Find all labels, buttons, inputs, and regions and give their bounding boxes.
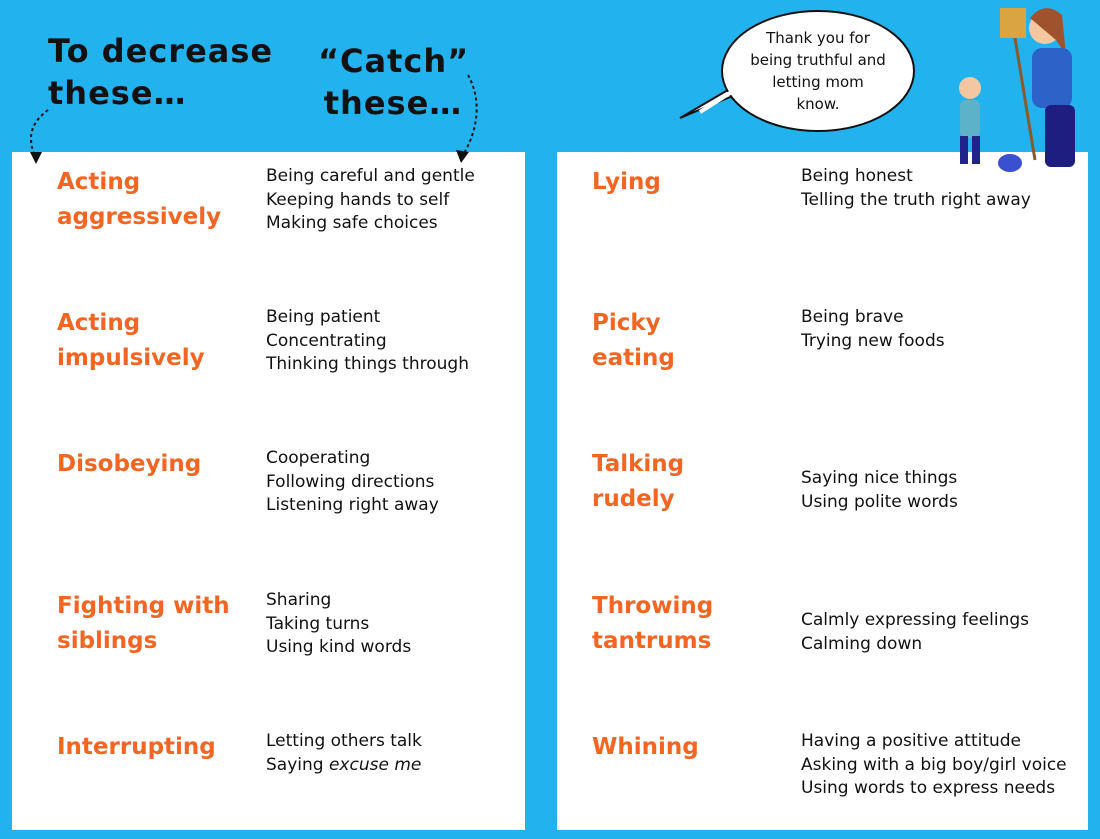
speech-text: Thank you for being truthful and letting m…: [735, 27, 901, 115]
bubble-join: [698, 84, 743, 114]
replacement: Concentrating: [266, 330, 387, 351]
text-line: these…: [48, 74, 187, 112]
replacement: Listening right away: [266, 495, 439, 515]
behavior: Interrupting: [57, 730, 216, 765]
left-panel: [12, 152, 525, 830]
arrow: [462, 74, 478, 156]
replacement: Calming down: [801, 633, 923, 654]
replacement: Having a positive attitude: [801, 731, 1022, 751]
behavior: Disobeying: [57, 447, 201, 482]
replacement: Following directions: [266, 471, 435, 492]
replacements: Calmly expressing feelings Calming down: [801, 609, 1029, 656]
broom-head: [1000, 8, 1026, 38]
behavior: Acting impulsively: [57, 306, 205, 376]
replacements: Sharing Taking turns Using kind words: [266, 589, 411, 660]
arrow-head: [456, 150, 469, 163]
replacement: Using polite words: [801, 491, 958, 512]
right-panel: [557, 152, 1088, 830]
replacements: Cooperating Following directions Listening…: [266, 447, 439, 518]
text-line: Disobeying: [57, 451, 202, 477]
text-line: Throwing: [592, 593, 714, 619]
text-line: Thank you for: [766, 29, 870, 47]
mom-hair: [1030, 8, 1066, 56]
replacement: Asking with a big boy/girl voice: [801, 754, 1067, 775]
behavior: Acting aggressively: [57, 165, 221, 235]
text-line: tantrums: [592, 628, 712, 654]
replacement: Using kind words: [266, 637, 412, 657]
replacement: Making safe choices: [266, 213, 438, 233]
replacement: Thinking things through: [266, 354, 469, 374]
replacement: Being patient: [266, 307, 381, 327]
replacements: Being patient Concentrating Thinking thing…: [266, 306, 469, 377]
text-line: Interrupting: [57, 734, 216, 760]
behavior: Talking rudely: [592, 447, 684, 517]
broom-handle: [1010, 19, 1037, 161]
text-line: being truthful and: [750, 51, 886, 69]
replacements: Saying nice things Using polite words: [801, 467, 958, 514]
text-line: Acting: [57, 310, 141, 336]
text-line: letting mom: [772, 73, 864, 91]
text-line: siblings: [57, 628, 158, 654]
replacements: Having a positive attitude Asking with a …: [801, 730, 1067, 801]
replacement: Letting others talk: [266, 731, 422, 751]
replacement: Using words to express needs: [801, 778, 1056, 798]
replacements: Being honest Telling the truth right away: [801, 165, 1031, 212]
mom-legs: [1045, 105, 1075, 167]
replacement: Being honest: [801, 166, 913, 186]
text-line: Whining: [592, 734, 699, 760]
behavior: Throwing tantrums: [592, 589, 713, 659]
replacement: Being brave: [801, 307, 904, 327]
replacement: Saying excuse me: [266, 754, 422, 778]
text-line: know.: [796, 95, 840, 113]
text-line: impulsively: [57, 345, 205, 371]
text-line: eating: [592, 345, 675, 371]
replacement: Cooperating: [266, 448, 371, 468]
text-line: these…: [323, 84, 463, 122]
text-line: aggressively: [57, 204, 222, 230]
text-line: “Catch”: [318, 42, 470, 80]
arrow-head: [30, 152, 42, 164]
replacement: Keeping hands to self: [266, 189, 450, 210]
speech-bubble: [721, 10, 915, 132]
child-body: [960, 100, 980, 138]
replacements: Being careful and gentle Keeping hands to…: [266, 165, 475, 236]
replacements: Letting others talk Saying excuse me: [266, 730, 422, 777]
mom-body: [1032, 48, 1072, 108]
replacement: Sharing: [266, 590, 332, 610]
replacement-text: Saying: [266, 754, 324, 775]
text-line: To decrease: [48, 32, 274, 70]
behavior: Fighting with siblings: [57, 589, 230, 659]
decrease-heading: To decrease these…: [48, 30, 273, 114]
replacement: Taking turns: [266, 613, 370, 634]
behavior: Picky eating: [592, 306, 675, 376]
text-line: Fighting with: [57, 593, 230, 619]
replacement: Saying nice things: [801, 468, 958, 488]
text-line: Talking: [592, 451, 685, 477]
text-line: Lying: [592, 169, 661, 195]
text-line: Acting: [57, 169, 141, 195]
replacement-emphasis: excuse me: [328, 754, 422, 775]
behavior: Whining: [592, 730, 699, 765]
replacement: Trying new foods: [801, 330, 945, 351]
catch-heading: “Catch” these…: [318, 40, 468, 124]
replacement: Calmly expressing feelings: [801, 610, 1030, 630]
replacements: Being brave Trying new foods: [801, 306, 945, 353]
replacement: Being careful and gentle: [266, 166, 475, 186]
broken-vase: [998, 154, 1022, 172]
child-leg: [960, 136, 968, 164]
text-line: Picky: [592, 310, 661, 336]
child-head: [959, 77, 981, 99]
child-leg: [972, 136, 980, 164]
replacement: Telling the truth right away: [801, 189, 1031, 210]
behavior: Lying: [592, 165, 661, 200]
text-line: rudely: [592, 486, 675, 512]
